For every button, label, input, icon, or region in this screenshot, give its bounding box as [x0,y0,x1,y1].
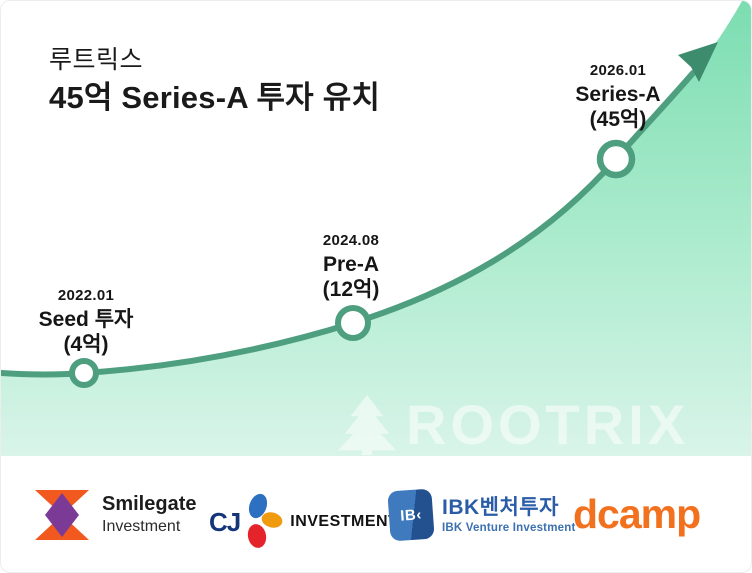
cj-wordmark: CJ [209,506,241,537]
page-title: 45억 Series-A 투자 유치 [49,80,381,115]
dcamp-wordmark: dcamp [573,491,701,537]
milestone-round: Series-A [575,83,661,106]
smilegate-name: Smilegate [102,493,197,516]
ibk-icon: IB‹ [387,488,435,542]
company-name: 루트릭스 [49,46,144,74]
milestone-amount: (4억) [63,333,109,357]
area-fill [1,1,751,456]
ibk-name-kr: IBK벤처투자 [442,496,559,520]
milestone-label-pre-a: 2024.08 Pre-A (12억) [323,232,380,302]
ibk-name-en: IBK Venture Investment [442,521,576,534]
milestone-date: 2026.01 [589,62,647,79]
milestone-amount: (12억) [322,278,380,302]
milestone-round: Pre-A [322,253,380,276]
logo-ibk-venture: IB‹ IBK벤처투자 IBK Venture Investment [387,488,576,542]
title-block: 루트릭스 45억 Series-A 투자 유치 [49,45,380,118]
cj-petals-icon [248,493,283,548]
ibk-wordmark: IBK벤처투자 IBK Venture Investment [442,496,576,533]
milestone-date: 2022.01 [57,287,115,304]
milestone-amount: (45억) [589,108,647,132]
milestone-marker-seed [69,358,99,388]
smilegate-icon [35,490,89,540]
smilegate-wordmark: Smilegate Investment [102,493,196,536]
milestone-label-seed: 2022.01 Seed 투자 (4억) [39,287,134,357]
cj-investment-label: INVESTMENT [290,513,399,530]
milestone-label-series-a: 2026.01 Series-A (45억) [575,62,660,132]
logo-dcamp: dcamp [573,491,701,538]
milestone-marker-pre-a [335,305,371,341]
smilegate-subname: Investment [102,518,181,536]
milestone-round: Seed 투자 [38,308,134,331]
logo-smilegate-investment: Smilegate Investment [34,489,196,541]
growth-curve-chart [1,1,751,456]
milestone-marker-series-a [596,139,636,179]
milestone-date: 2024.08 [322,232,380,249]
logo-cj-investment: CJ INVESTMENT [209,493,398,551]
arrowhead-icon [678,42,718,82]
